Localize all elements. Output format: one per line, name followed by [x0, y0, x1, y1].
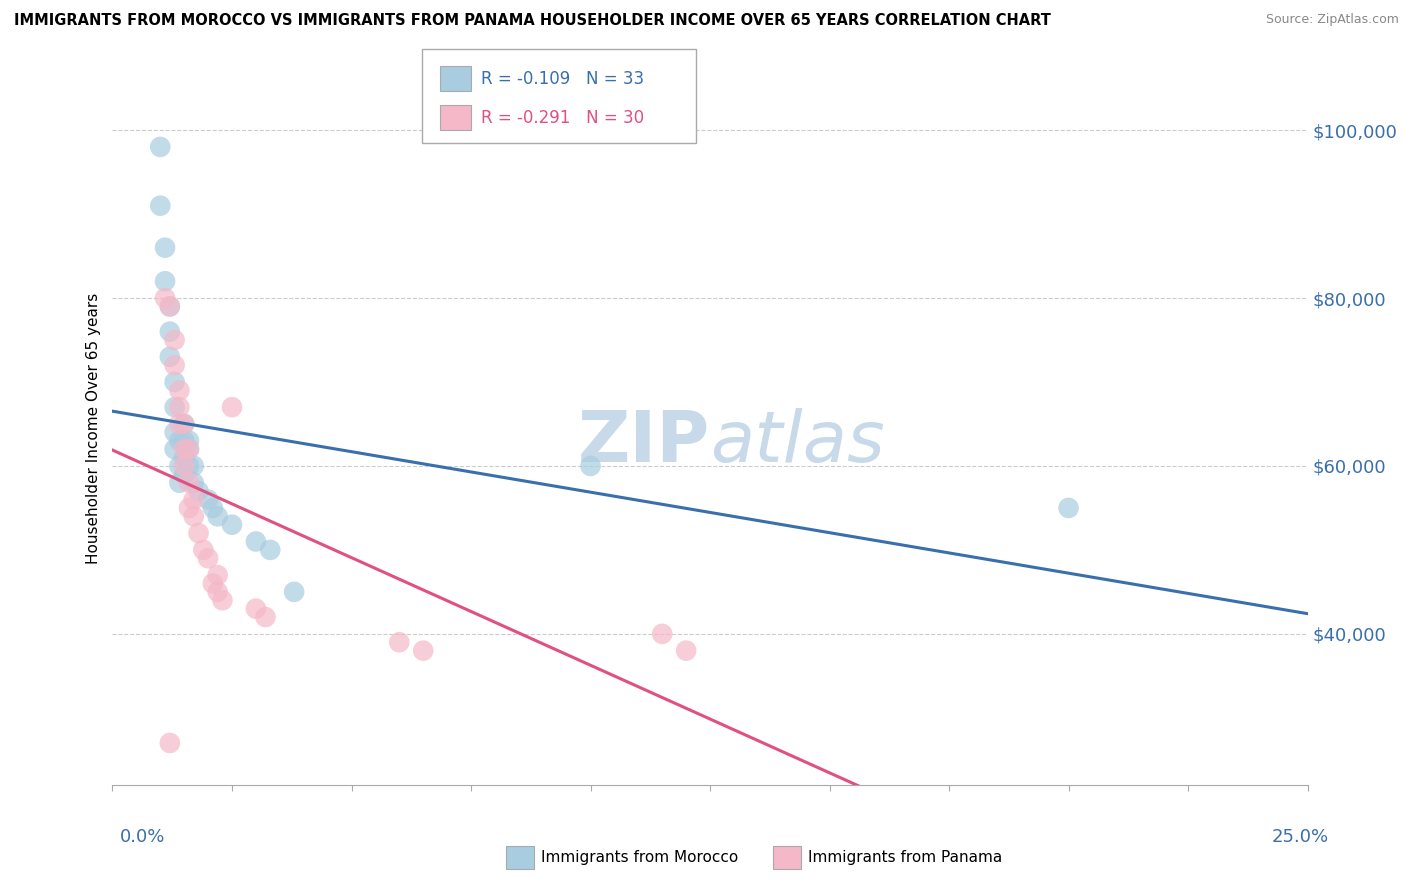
Point: [169, 400, 191, 414]
Point: [173, 458, 195, 473]
Point: [201, 576, 224, 591]
Point: [173, 417, 195, 431]
Point: [254, 610, 277, 624]
Point: [259, 542, 281, 557]
Point: [149, 140, 172, 154]
Point: [197, 551, 219, 566]
Point: [163, 400, 186, 414]
Point: [177, 475, 200, 490]
Text: Source: ZipAtlas.com: Source: ZipAtlas.com: [1265, 13, 1399, 27]
Point: [177, 434, 200, 448]
Point: [163, 442, 186, 457]
Point: [412, 643, 434, 657]
Point: [388, 635, 411, 649]
Text: Immigrants from Morocco: Immigrants from Morocco: [541, 850, 738, 864]
Point: [173, 417, 195, 431]
Point: [169, 417, 191, 431]
Point: [173, 442, 195, 457]
Point: [187, 526, 209, 541]
Point: [173, 467, 195, 482]
Point: [651, 627, 673, 641]
Point: [153, 274, 176, 288]
Text: R = -0.109   N = 33: R = -0.109 N = 33: [481, 70, 644, 87]
Point: [153, 241, 176, 255]
Point: [221, 517, 243, 532]
Point: [207, 509, 229, 524]
Point: [169, 384, 191, 398]
Point: [245, 534, 267, 549]
Point: [159, 300, 181, 314]
Point: [159, 300, 181, 314]
Point: [159, 350, 181, 364]
Point: [159, 325, 181, 339]
Point: [177, 458, 200, 473]
Point: [183, 492, 205, 507]
Point: [201, 500, 224, 515]
Point: [169, 458, 191, 473]
Point: [193, 542, 215, 557]
Point: [579, 458, 602, 473]
Point: [207, 568, 229, 582]
Text: IMMIGRANTS FROM MOROCCO VS IMMIGRANTS FROM PANAMA HOUSEHOLDER INCOME OVER 65 YEA: IMMIGRANTS FROM MOROCCO VS IMMIGRANTS FR…: [14, 13, 1050, 29]
Point: [177, 442, 200, 457]
Point: [187, 484, 209, 499]
Point: [177, 500, 200, 515]
Point: [163, 333, 186, 347]
Point: [1057, 500, 1080, 515]
Text: 25.0%: 25.0%: [1271, 828, 1329, 846]
Point: [153, 291, 176, 305]
Point: [207, 585, 229, 599]
Point: [163, 375, 186, 389]
Text: ZIP: ZIP: [578, 408, 710, 477]
Point: [211, 593, 233, 607]
Point: [173, 434, 195, 448]
Point: [173, 450, 195, 465]
Text: R = -0.291   N = 30: R = -0.291 N = 30: [481, 109, 644, 127]
Point: [149, 199, 172, 213]
Text: 0.0%: 0.0%: [120, 828, 165, 846]
Point: [221, 400, 243, 414]
Point: [183, 475, 205, 490]
Point: [183, 458, 205, 473]
Point: [283, 585, 305, 599]
Point: [169, 434, 191, 448]
Text: Immigrants from Panama: Immigrants from Panama: [808, 850, 1002, 864]
Point: [163, 358, 186, 372]
Point: [197, 492, 219, 507]
Point: [159, 736, 181, 750]
Point: [245, 601, 267, 615]
Y-axis label: Householder Income Over 65 years: Householder Income Over 65 years: [86, 293, 101, 564]
Point: [163, 425, 186, 440]
Point: [169, 475, 191, 490]
Text: atlas: atlas: [710, 408, 884, 477]
Point: [183, 509, 205, 524]
Point: [177, 442, 200, 457]
Point: [675, 643, 697, 657]
